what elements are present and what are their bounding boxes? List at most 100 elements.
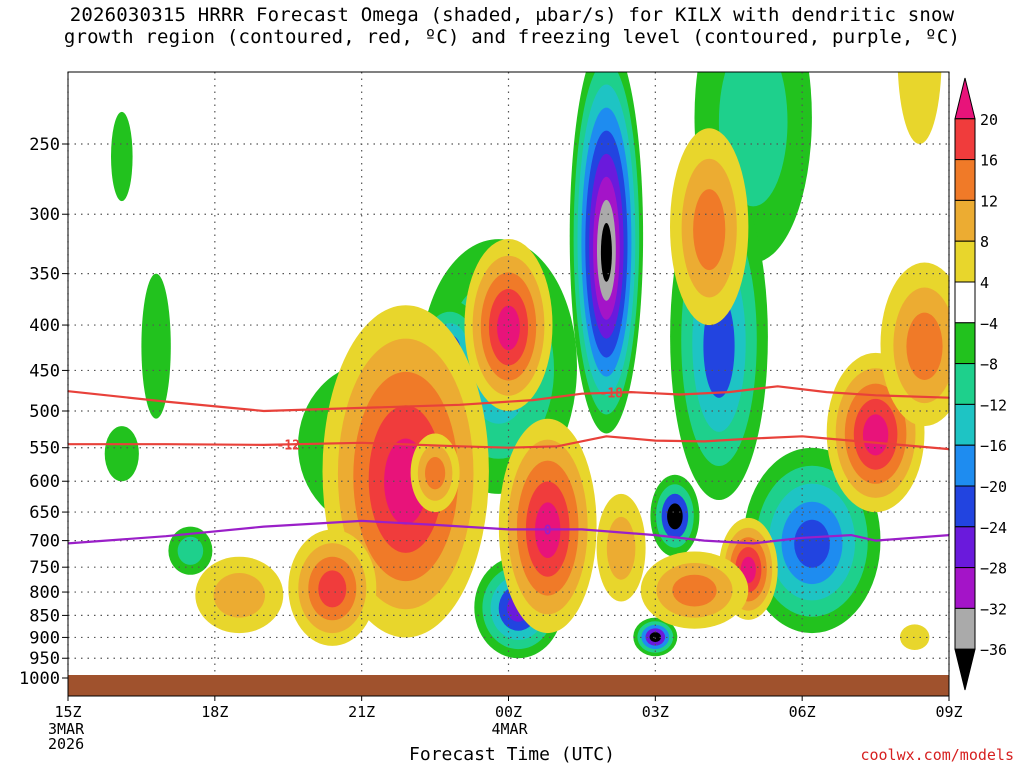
y-tick-label-750: 750	[29, 558, 60, 578]
colorbar-bin	[954, 363, 976, 405]
omega-region-6	[633, 617, 678, 657]
colorbar-tick-label: −12	[980, 396, 1007, 414]
omega-contour-fill	[104, 426, 139, 482]
omega-contour-fill	[693, 189, 726, 271]
chart-title: 2026030315 HRRR Forecast Omega (shaded, …	[0, 4, 1024, 48]
colorbar-tick-label: −4	[980, 315, 998, 333]
date-label-midnight: 4MAR	[492, 722, 528, 737]
colorbar-tick-label: 4	[980, 274, 989, 292]
omega-region-4	[650, 474, 700, 557]
colorbar-bin	[954, 240, 976, 283]
colorbar-tick-label: 20	[980, 111, 998, 129]
colorbar-bin	[954, 444, 976, 487]
omega-contour-fill	[794, 519, 830, 568]
omega-contour-fill	[672, 574, 717, 607]
omega-region-26	[897, 72, 942, 144]
x-axis-label: Forecast Time (UTC)	[409, 744, 615, 765]
omega-region-13	[111, 111, 133, 202]
colorbar-bin-top	[954, 77, 976, 120]
colorbar-tick-label: −8	[980, 356, 998, 374]
date-label-line: 3MAR	[48, 720, 85, 738]
colorbar-bin	[954, 526, 976, 569]
omega-region-11	[141, 273, 171, 419]
omega-contour-fill	[141, 273, 171, 419]
contour-freezing_0	[68, 519, 949, 545]
colorbar-tick-label: −20	[980, 478, 1007, 496]
colorbar-bin	[954, 322, 976, 365]
omega-region-20	[640, 551, 749, 629]
x-tick-label-21Z: 21Z	[348, 703, 375, 721]
colorbar-bin	[954, 281, 976, 324]
chart-title-line-2: growth region (contoured, red, ºC) and f…	[63, 26, 961, 48]
omega-region-15	[288, 529, 377, 646]
x-tick-label-06Z: 06Z	[789, 703, 816, 721]
y-tick-label-600: 600	[29, 472, 60, 492]
colorbar-tick-label: 12	[980, 192, 998, 210]
omega-contour-fill	[111, 111, 133, 202]
y-tick-label-800: 800	[29, 583, 60, 603]
y-tick-label-850: 850	[29, 606, 60, 626]
colorbar-bin-bottom	[954, 648, 976, 691]
y-tick-label-350: 350	[29, 265, 60, 285]
colorbar-bin	[954, 607, 976, 650]
y-tick-label-250: 250	[29, 135, 60, 155]
y-tick-label-950: 950	[29, 649, 60, 669]
date-label-start: 3MAR 2026	[48, 722, 84, 752]
omega-region-17	[498, 418, 597, 634]
colorbar-tick-label: −16	[980, 437, 1007, 455]
colorbar-bin	[954, 403, 976, 446]
colorbar-tick-label: −36	[980, 641, 1007, 659]
omega-contour-fill	[318, 570, 347, 608]
y-tick-label-900: 900	[29, 628, 60, 648]
x-tick-label-09Z: 09Z	[935, 703, 962, 721]
date-label-line: 2026	[48, 735, 85, 753]
colorbar-tick-label: 8	[980, 233, 989, 251]
omega-contour-fill	[906, 312, 943, 380]
chart-title-line-1: 2026030315 HRRR Forecast Omega (shaded, …	[69, 4, 955, 26]
contours: -18 -12 0	[68, 385, 949, 545]
omega-contour-fill	[900, 624, 930, 650]
omega-contour-fill	[177, 536, 204, 565]
credit-link[interactable]: coolwx.com/models	[860, 746, 1014, 764]
y-tick-label-1000: 1000	[19, 669, 60, 689]
omega-region-8	[168, 526, 213, 575]
ground-layer	[68, 675, 949, 696]
y-tick-label-300: 300	[29, 205, 60, 225]
y-tick-label-500: 500	[29, 402, 60, 422]
y-tick-label-450: 450	[29, 361, 60, 381]
omega-contour-fill	[897, 72, 942, 144]
x-tick-label-15Z: 15Z	[54, 703, 81, 721]
contour-label-freezing_0: 0	[544, 523, 552, 538]
omega-region-18	[464, 239, 553, 411]
omega-region-27	[900, 624, 930, 650]
omega-contour-fill	[600, 223, 612, 282]
omega-region-23	[670, 128, 749, 326]
y-tick-label-700: 700	[29, 532, 60, 552]
omega-contour-fill	[649, 632, 661, 643]
omega-region-25	[596, 493, 646, 602]
y-tick-label-650: 650	[29, 503, 60, 523]
omega-region-16	[410, 433, 460, 513]
omega-shading	[104, 72, 949, 659]
colorbar-bin	[954, 567, 976, 609]
omega-region-24	[195, 556, 284, 634]
ground-bar	[68, 675, 949, 696]
omega-region-22	[880, 262, 949, 427]
omega-contour-fill	[213, 573, 265, 618]
contour-dgz_-12	[68, 435, 949, 451]
contour-label-dgz_-18: -18	[600, 387, 624, 402]
x-tick-label-18Z: 18Z	[201, 703, 228, 721]
colorbar-bin	[954, 118, 976, 161]
colorbar-tick-label: −32	[980, 600, 1007, 618]
colorbar-bin	[954, 199, 976, 242]
contour-dgz_-18	[68, 385, 949, 413]
colorbar-tick-label: 16	[980, 152, 998, 170]
omega-contour-fill	[425, 457, 446, 490]
colorbar: 20 16 12 8 4 −4 −8 −12 −16 −20 −24 −28 −32 −36	[954, 77, 1007, 691]
omega-contour-fill	[667, 503, 683, 530]
axes: 2503003504004505005506006507007508008509…	[19, 71, 963, 721]
x-tick-label-00Z: 00Z	[495, 703, 522, 721]
date-label-line: 4MAR	[491, 720, 528, 738]
colorbar-tick-label: −28	[980, 560, 1007, 578]
